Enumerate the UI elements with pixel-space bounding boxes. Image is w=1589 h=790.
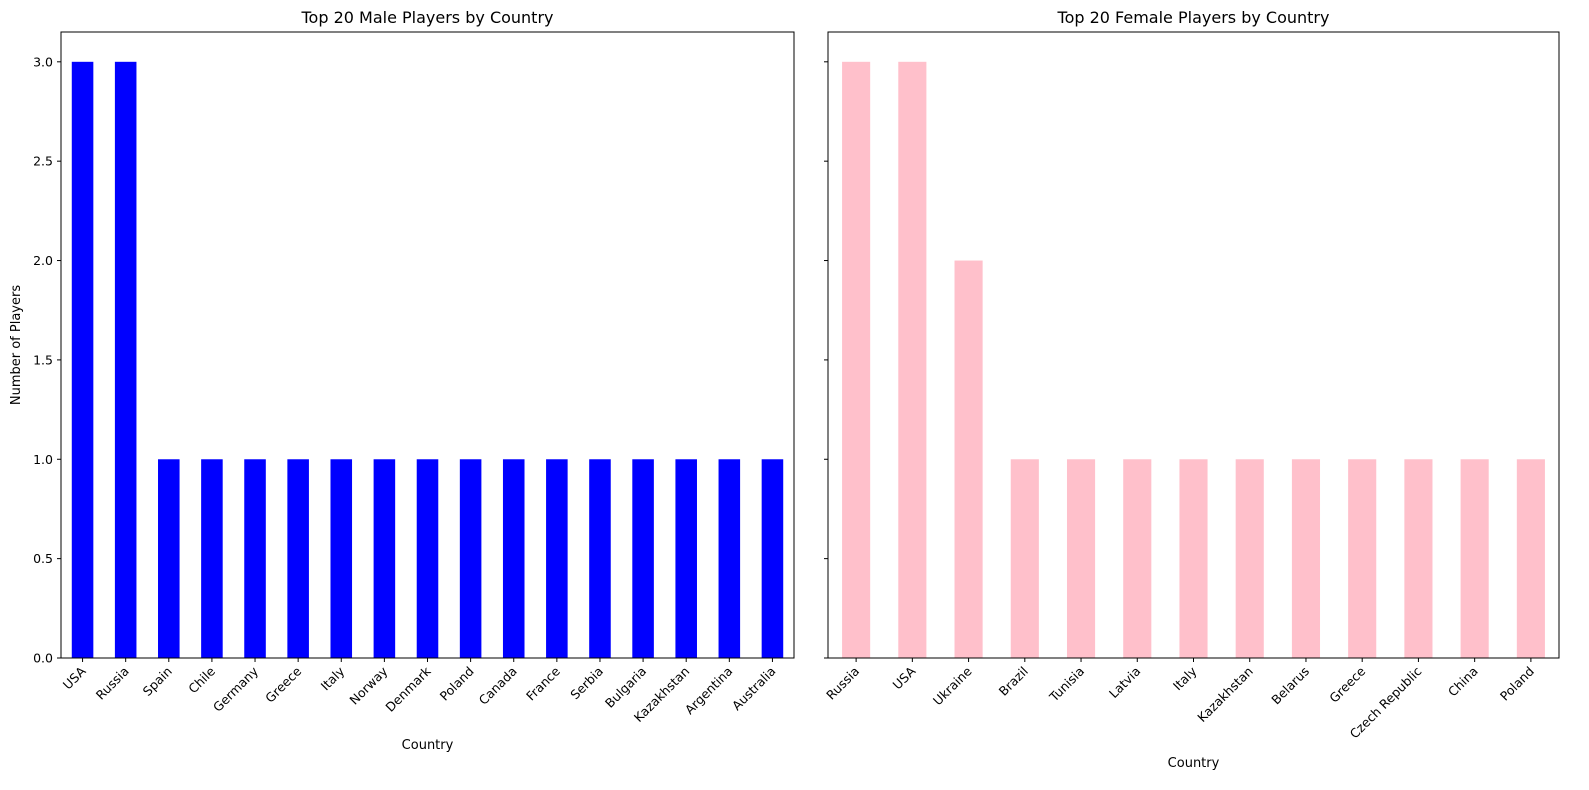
male-y-tick-label: 2.0	[33, 253, 53, 268]
male-bar-germany	[244, 459, 266, 658]
female-chart-title: Top 20 Female Players by Country	[1057, 8, 1330, 27]
female-x-ticks: Russia USA Ukraine Brazil Tunisia Latvia Italy…	[823, 658, 1537, 741]
male-bar-poland	[459, 459, 482, 658]
female-bar-brazil	[1010, 459, 1039, 658]
female-x-tick-label: Italy	[1170, 663, 1200, 693]
male-players-chart: Top 20 Male Players by Country Country N…	[9, 8, 795, 753]
male-bar-chile	[201, 459, 223, 658]
female-bar-poland	[1516, 459, 1545, 658]
male-x-tick-label: Germany	[210, 663, 262, 715]
male-x-tick-label: Canada	[476, 664, 520, 708]
male-bar-denmark	[416, 459, 439, 658]
male-bars	[71, 61, 784, 659]
female-y-ticks	[824, 61, 828, 659]
female-players-chart: Top 20 Female Players by Country Country…	[823, 8, 1560, 771]
female-x-tick-label: Poland	[1497, 664, 1537, 704]
male-x-tick-label: Denmark	[382, 663, 434, 715]
female-bar-russia	[842, 61, 871, 659]
female-bars	[842, 61, 1545, 659]
male-y-axis-label: Number of Players	[9, 285, 24, 405]
male-bar-russia	[114, 61, 137, 659]
male-x-tick-label: Chile	[185, 663, 218, 696]
female-bar-tunisia	[1066, 459, 1096, 658]
female-x-tick-label: Tunisia	[1046, 664, 1088, 706]
male-bar-australia	[761, 459, 784, 658]
male-y-tick-label: 2.5	[33, 154, 53, 169]
female-x-axis-label: Country	[1168, 756, 1220, 771]
male-bar-kazakhstan	[675, 459, 697, 658]
male-bar-canada	[502, 459, 525, 658]
male-bar-italy	[330, 459, 353, 658]
male-x-tick-label: France	[523, 663, 563, 703]
female-x-tick-label: Ukraine	[930, 663, 975, 708]
male-bar-argentina	[718, 459, 741, 658]
female-x-tick-label: Greece	[1326, 663, 1368, 705]
male-y-ticks: 0.0 0.5 1.0 1.5 2.0 2.5 3.0	[33, 54, 61, 666]
male-bar-norway	[373, 459, 396, 658]
male-x-tick-label: Spain	[140, 664, 175, 699]
female-bar-czech-republic	[1404, 459, 1433, 658]
male-x-tick-label: USA	[60, 663, 89, 692]
female-x-tick-label: Belarus	[1268, 664, 1312, 708]
male-axes-frame	[60, 31, 795, 659]
female-bar-latvia	[1123, 459, 1152, 658]
male-bar-greece	[287, 459, 309, 658]
male-bar-bulgaria	[632, 459, 654, 658]
male-y-tick-label: 3.0	[33, 54, 53, 69]
female-bar-greece	[1348, 459, 1377, 658]
female-bar-italy	[1179, 459, 1208, 658]
female-bar-belarus	[1291, 459, 1321, 658]
female-x-tick-label: Brazil	[996, 664, 1031, 699]
female-bar-ukraine	[954, 260, 983, 658]
male-bar-serbia	[589, 459, 611, 658]
female-x-tick-label: China	[1445, 664, 1481, 700]
male-x-tick-label: Poland	[437, 664, 477, 704]
female-bar-kazakhstan	[1235, 459, 1264, 658]
male-x-tick-label: Australia	[729, 664, 779, 714]
female-axes-frame	[827, 31, 1560, 659]
female-x-tick-label: Latvia	[1106, 664, 1144, 702]
male-y-tick-label: 0.0	[33, 651, 53, 666]
male-x-tick-label: Serbia	[567, 664, 606, 703]
male-y-tick-label: 0.5	[33, 551, 53, 566]
female-x-tick-label: USA	[890, 663, 919, 692]
male-x-tick-label: Russia	[93, 664, 132, 703]
male-y-tick-label: 1.0	[33, 452, 53, 467]
male-chart-title: Top 20 Male Players by Country	[301, 8, 554, 27]
male-x-tick-label: Greece	[262, 663, 304, 705]
female-bar-china	[1460, 459, 1489, 658]
male-bar-spain	[158, 459, 180, 658]
female-x-tick-label: Kazakhstan	[1194, 664, 1256, 726]
male-y-tick-label: 1.5	[33, 352, 53, 367]
female-x-tick-label: Russia	[823, 664, 862, 703]
male-x-axis-label: Country	[402, 738, 454, 753]
female-bar-usa	[898, 61, 927, 659]
male-bar-france	[546, 459, 568, 658]
male-bar-usa	[71, 61, 94, 659]
male-x-tick-label: Italy	[318, 663, 348, 693]
